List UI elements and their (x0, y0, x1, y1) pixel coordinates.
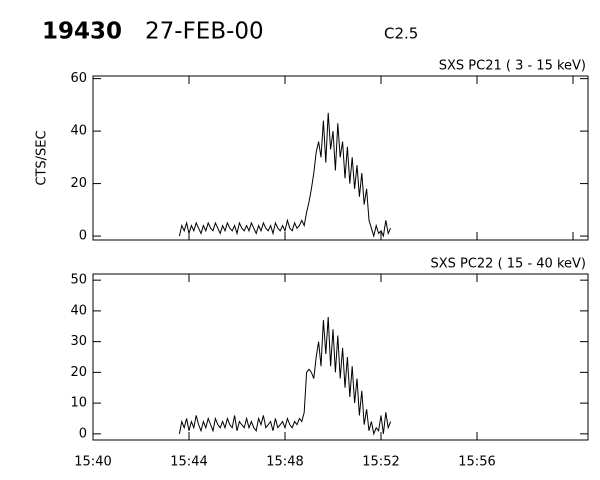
x-tick-label: 15:56 (458, 455, 495, 470)
x-tick-label: 15:44 (170, 455, 207, 470)
y-tick-label: 20 (70, 365, 87, 380)
x-tick-label: 15:48 (266, 455, 303, 470)
y-tick-label: 40 (70, 124, 87, 139)
y-axis-label: CTS/SEC (35, 130, 50, 185)
y-tick-label: 50 (70, 273, 87, 288)
plot-frame (92, 75, 589, 241)
x-tick-label: 15:40 (74, 455, 111, 470)
plot-frame (92, 273, 589, 441)
y-tick-label: 10 (70, 396, 87, 411)
y-tick-label: 30 (70, 334, 87, 349)
event-date: 27-FEB-00 (145, 19, 264, 45)
panel-title: SXS PC21 ( 3 - 15 keV) (439, 59, 586, 74)
data-line (178, 317, 392, 436)
panel-title: SXS PC22 ( 15 - 40 keV) (430, 257, 586, 272)
y-tick-label: 60 (70, 71, 87, 86)
data-line (178, 112, 392, 239)
y-tick-label: 40 (70, 303, 87, 318)
x-tick-label: 15:52 (362, 455, 399, 470)
flare-class: C2.5 (384, 25, 418, 43)
event-id: 19430 (42, 19, 122, 45)
y-tick-label: 0 (79, 426, 87, 441)
y-tick-label: 0 (79, 229, 87, 244)
y-tick-label: 20 (70, 176, 87, 191)
